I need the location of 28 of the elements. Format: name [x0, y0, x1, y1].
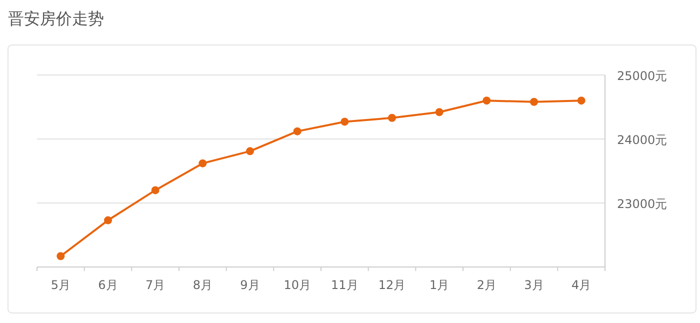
point — [577, 96, 586, 105]
point — [198, 159, 207, 168]
y-tick-label: 25000元 — [617, 69, 668, 83]
x-tick-label: 1月 — [430, 278, 450, 292]
x-tick-label: 10月 — [284, 278, 311, 292]
point — [151, 186, 160, 194]
x-tick-label: 5月 — [50, 278, 70, 292]
x-tick-label: 2月 — [476, 278, 496, 292]
x-tick-label: 8月 — [192, 278, 212, 292]
chart-title: 晋安房价走势 — [8, 9, 104, 28]
x-tick-label: 4月 — [572, 278, 592, 292]
point — [435, 108, 444, 116]
x-tick-label: 6月 — [98, 278, 118, 292]
point — [246, 147, 254, 156]
y-tick-label: 24000元 — [617, 133, 668, 147]
point — [340, 118, 349, 126]
y-tick-label: 23000元 — [617, 197, 668, 211]
point — [388, 114, 396, 122]
x-tick-label: 12月 — [378, 278, 406, 292]
point — [530, 98, 538, 106]
x-tick-label: 11月 — [331, 278, 358, 292]
x-tick-label: 3月 — [524, 278, 544, 292]
x-tick-label: 9月 — [240, 278, 260, 292]
point — [482, 96, 491, 105]
x-tick-label: 7月 — [146, 278, 166, 292]
point — [56, 252, 65, 260]
point — [104, 216, 112, 224]
point — [293, 127, 302, 136]
